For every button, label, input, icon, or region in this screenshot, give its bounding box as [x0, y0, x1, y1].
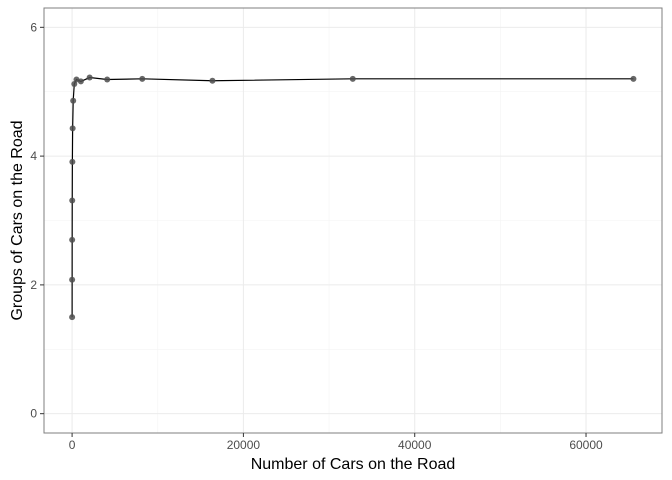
y-tick-label: 4 [30, 149, 37, 163]
data-point [630, 75, 637, 82]
data-point [104, 76, 111, 83]
data-point [69, 236, 76, 243]
data-point [70, 97, 77, 104]
y-tick-label: 6 [30, 20, 37, 34]
data-point [69, 197, 76, 204]
data-point [209, 77, 216, 84]
y-axis-title: Groups of Cars on the Road [9, 120, 26, 320]
grid-layer [44, 8, 662, 433]
data-point [86, 74, 93, 81]
data-point [77, 78, 84, 85]
data-point [69, 158, 76, 165]
x-axis-title: Number of Cars on the Road [251, 456, 456, 473]
data-point [349, 75, 356, 82]
point-layer [69, 74, 637, 321]
axis-layer: 0 20000 40000 60000 0 2 4 6 [30, 20, 603, 452]
data-point [69, 125, 76, 132]
x-tick-label: 40000 [398, 438, 432, 452]
y-tick-label: 0 [30, 407, 37, 421]
x-tick-label: 60000 [569, 438, 603, 452]
data-point [69, 276, 76, 283]
y-tick-label: 2 [30, 278, 37, 292]
data-point [69, 314, 76, 321]
x-tick-label: 0 [69, 438, 76, 452]
data-point [139, 75, 146, 82]
panel-border [43, 7, 663, 434]
x-tick-label: 20000 [227, 438, 261, 452]
data-point [71, 80, 78, 87]
